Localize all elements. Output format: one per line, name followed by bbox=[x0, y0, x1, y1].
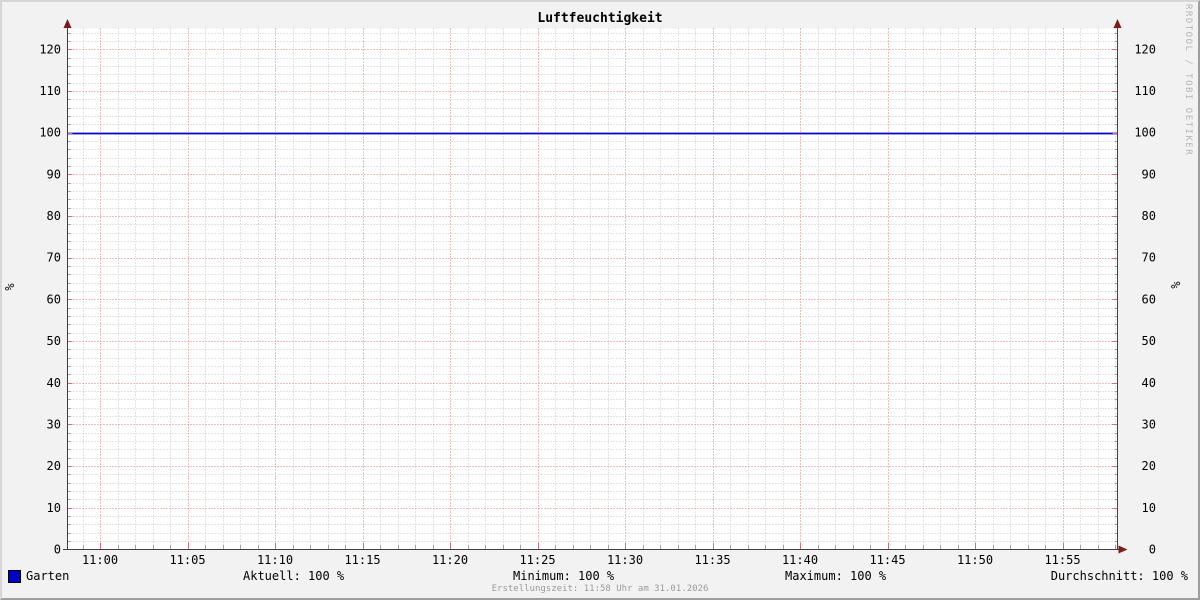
svg-text:11:30: 11:30 bbox=[607, 553, 643, 567]
svg-text:70: 70 bbox=[47, 251, 61, 265]
svg-text:110: 110 bbox=[39, 84, 61, 98]
svg-text:120: 120 bbox=[39, 42, 61, 56]
stat-durchschnitt: Durchschnitt: 100 % bbox=[1050, 569, 1188, 583]
series-color-swatch bbox=[8, 570, 21, 583]
svg-text:11:00: 11:00 bbox=[82, 553, 118, 567]
page-title: Luftfeuchtigkeit bbox=[537, 11, 663, 26]
svg-text:90: 90 bbox=[47, 167, 61, 181]
svg-text:50: 50 bbox=[47, 334, 61, 348]
svg-text:11:10: 11:10 bbox=[257, 553, 293, 567]
svg-text:0: 0 bbox=[1149, 543, 1156, 557]
svg-text:11:50: 11:50 bbox=[957, 553, 993, 567]
svg-text:10: 10 bbox=[47, 501, 61, 515]
svg-text:30: 30 bbox=[1142, 417, 1156, 431]
series-legend-label: Garten bbox=[26, 569, 70, 583]
y-axis-unit-left: % bbox=[3, 283, 17, 291]
rrdtool-watermark: RRDTOOL / TOBI OETIKER bbox=[1183, 4, 1193, 157]
svg-text:11:35: 11:35 bbox=[694, 553, 730, 567]
y-axis-labels-left: 0 10 20 30 40 50 60 70 80 90 100 110 120 bbox=[39, 42, 61, 556]
minor-grid bbox=[67, 28, 1118, 550]
plot-canvas bbox=[67, 28, 1118, 550]
svg-text:10: 10 bbox=[1142, 501, 1156, 515]
svg-text:50: 50 bbox=[1142, 334, 1156, 348]
x-axis-labels: 11:00 11:05 11:10 11:15 11:20 11:25 11:30 11:35… bbox=[82, 553, 1081, 567]
svg-text:20: 20 bbox=[1142, 459, 1156, 473]
stat-minimum: Minimum: 100 % bbox=[513, 569, 615, 583]
svg-text:11:45: 11:45 bbox=[869, 553, 905, 567]
svg-text:90: 90 bbox=[1142, 167, 1156, 181]
svg-text:30: 30 bbox=[47, 417, 61, 431]
svg-text:20: 20 bbox=[47, 459, 61, 473]
svg-text:80: 80 bbox=[1142, 209, 1156, 223]
y-axis-unit-right: % bbox=[1169, 281, 1183, 289]
svg-text:11:25: 11:25 bbox=[519, 553, 555, 567]
svg-text:11:55: 11:55 bbox=[1044, 553, 1080, 567]
svg-text:70: 70 bbox=[1142, 251, 1156, 265]
svg-text:100: 100 bbox=[1134, 126, 1156, 140]
svg-text:11:15: 11:15 bbox=[344, 553, 380, 567]
stat-maximum: Maximum: 100 % bbox=[785, 569, 887, 583]
svg-text:40: 40 bbox=[47, 376, 61, 390]
svg-text:60: 60 bbox=[47, 292, 61, 306]
svg-text:11:40: 11:40 bbox=[782, 553, 818, 567]
stat-aktuell: Aktuell: 100 % bbox=[243, 569, 345, 583]
axes bbox=[63, 21, 1120, 550]
svg-text:11:05: 11:05 bbox=[169, 553, 205, 567]
y-axis-labels-right: 0 10 20 30 40 50 60 70 80 90 100 110 120 bbox=[1134, 42, 1156, 556]
axis-arrows bbox=[63, 19, 1128, 554]
svg-text:80: 80 bbox=[47, 209, 61, 223]
svg-text:120: 120 bbox=[1134, 42, 1156, 56]
svg-text:110: 110 bbox=[1134, 84, 1156, 98]
svg-text:100: 100 bbox=[39, 126, 61, 140]
creation-time-note: Erstellungszeit: 11:58 Uhr am 31.01.2026 bbox=[491, 584, 709, 594]
svg-text:40: 40 bbox=[1142, 376, 1156, 390]
svg-text:11:20: 11:20 bbox=[432, 553, 468, 567]
svg-text:60: 60 bbox=[1142, 292, 1156, 306]
svg-text:0: 0 bbox=[54, 543, 61, 557]
